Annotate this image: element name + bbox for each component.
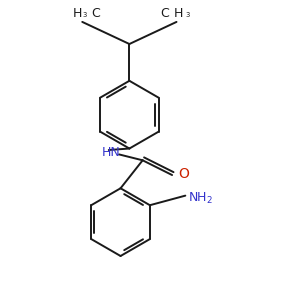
Text: H: H: [73, 7, 82, 20]
Text: O: O: [178, 167, 189, 181]
Text: HN: HN: [101, 146, 120, 159]
Text: C: C: [91, 7, 100, 20]
Text: NH$_2$: NH$_2$: [188, 191, 213, 206]
Text: $_3$: $_3$: [82, 11, 88, 20]
Text: $_3$: $_3$: [185, 11, 191, 20]
Text: H: H: [174, 7, 183, 20]
Text: C: C: [160, 7, 169, 20]
